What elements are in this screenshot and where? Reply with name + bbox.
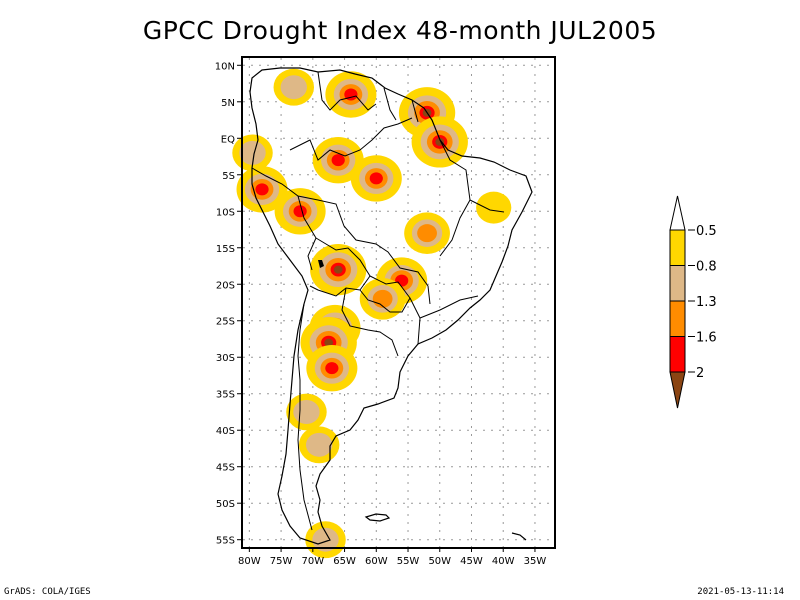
drought-region-central-amazon — [350, 155, 402, 202]
grads-credit: GrADS: COLA/IGES — [4, 587, 91, 597]
drought-patch-level-2 — [312, 527, 339, 552]
drought-patch-level-3 — [417, 224, 437, 243]
colorbar-bin — [669, 336, 686, 373]
x-tick-label: 35W — [524, 556, 547, 567]
drought-patch-level-1 — [476, 191, 512, 224]
y-tick-label: 5S — [222, 171, 235, 182]
axes: 10N 5N EQ 5S 10S 15S 20S 25S 30S 35S 40S 45S 50S 55S8… — [215, 61, 547, 567]
y-tick-label: 45S — [216, 463, 235, 474]
colorbar-label: 1.6 — [696, 331, 717, 346]
drought-patch-level-4 — [395, 274, 409, 287]
falkland-islands — [364, 513, 391, 522]
y-tick-label: 40S — [216, 426, 235, 437]
lake-titicaca — [318, 260, 324, 268]
y-tick-label: EQ — [221, 134, 235, 145]
colorbar-label: 0.5 — [696, 224, 717, 239]
map-frame — [241, 56, 556, 549]
x-tick-label: 70W — [302, 556, 325, 567]
drought-region-central-peru — [274, 188, 326, 235]
y-tick-label: 15S — [216, 244, 235, 255]
colorbar-bottom-arrow — [669, 371, 686, 409]
drought-region-northern-patagonia — [286, 393, 327, 431]
coastlines — [249, 67, 533, 545]
colorbar-bin — [669, 229, 686, 266]
x-tick-label: 45W — [460, 556, 483, 567]
colorbar-bin — [669, 300, 686, 337]
x-tick-label: 55W — [397, 556, 420, 567]
colorbar-bin — [669, 265, 686, 302]
y-tick-label: 30S — [216, 353, 235, 364]
drought-region-western-amazon — [312, 136, 364, 184]
drought-region-san-luis — [306, 344, 358, 392]
y-tick-label: 5N — [221, 98, 235, 109]
x-tick-label: 40W — [492, 556, 515, 567]
timestamp: 2021-05-13-11:14 — [697, 587, 784, 597]
colorbar: 0.5 0.8 1.3 1.6 2 — [669, 195, 717, 409]
drought-patch-level-4 — [331, 154, 345, 167]
drought-patch-level-5 — [333, 265, 343, 274]
drought-region-northern-colombia — [273, 68, 315, 106]
colorbar-label: 1.3 — [696, 295, 717, 310]
colorbar-top-arrow — [669, 195, 686, 231]
drought-region-bolivia — [310, 244, 367, 296]
south-georgia — [511, 532, 527, 541]
y-tick-label: 55S — [216, 536, 235, 547]
country-borders — [251, 71, 505, 531]
drought-patch-level-5 — [324, 338, 334, 347]
drought-patch-level-2 — [305, 432, 333, 457]
drought-patch-level-2 — [280, 75, 307, 100]
y-tick-label: 10N — [215, 61, 235, 72]
drought-patch-level-4 — [293, 205, 307, 218]
y-tick-label: 20S — [216, 280, 235, 291]
drought-patch-level-4 — [344, 88, 358, 101]
colorbar-label: 0.8 — [696, 260, 717, 275]
x-tick-label: 80W — [238, 556, 261, 567]
drought-field — [232, 68, 512, 559]
drought-patch-level-4 — [369, 172, 383, 185]
drought-region-venezuela-east — [325, 71, 377, 118]
drought-region-amazon-mouth — [411, 116, 468, 168]
drought-region-northeast-brazil — [476, 191, 512, 224]
x-tick-label: 65W — [333, 556, 356, 567]
drought-patch-level-4 — [255, 183, 269, 196]
drought-region-central-brazil — [404, 212, 450, 254]
x-tick-label: 50W — [428, 556, 451, 567]
drought-patch-level-2 — [293, 399, 320, 424]
y-tick-label: 10S — [216, 207, 235, 218]
drought-patch-level-2 — [239, 140, 266, 165]
drought-patch-level-4 — [325, 362, 339, 375]
x-tick-label: 75W — [270, 556, 293, 567]
x-tick-label: 60W — [365, 556, 388, 567]
drought-region-northern-peru — [236, 166, 288, 213]
y-tick-label: 25S — [216, 317, 235, 328]
y-tick-label: 50S — [216, 499, 235, 510]
drought-region-neuquen — [298, 426, 340, 464]
drought-patch-level-3 — [372, 289, 393, 308]
continent-outline — [249, 67, 533, 545]
y-tick-label: 35S — [216, 390, 235, 401]
colorbar-label: 2 — [696, 366, 704, 381]
chart-title: GPCC Drought Index 48-month JUL2005 — [142, 16, 658, 45]
